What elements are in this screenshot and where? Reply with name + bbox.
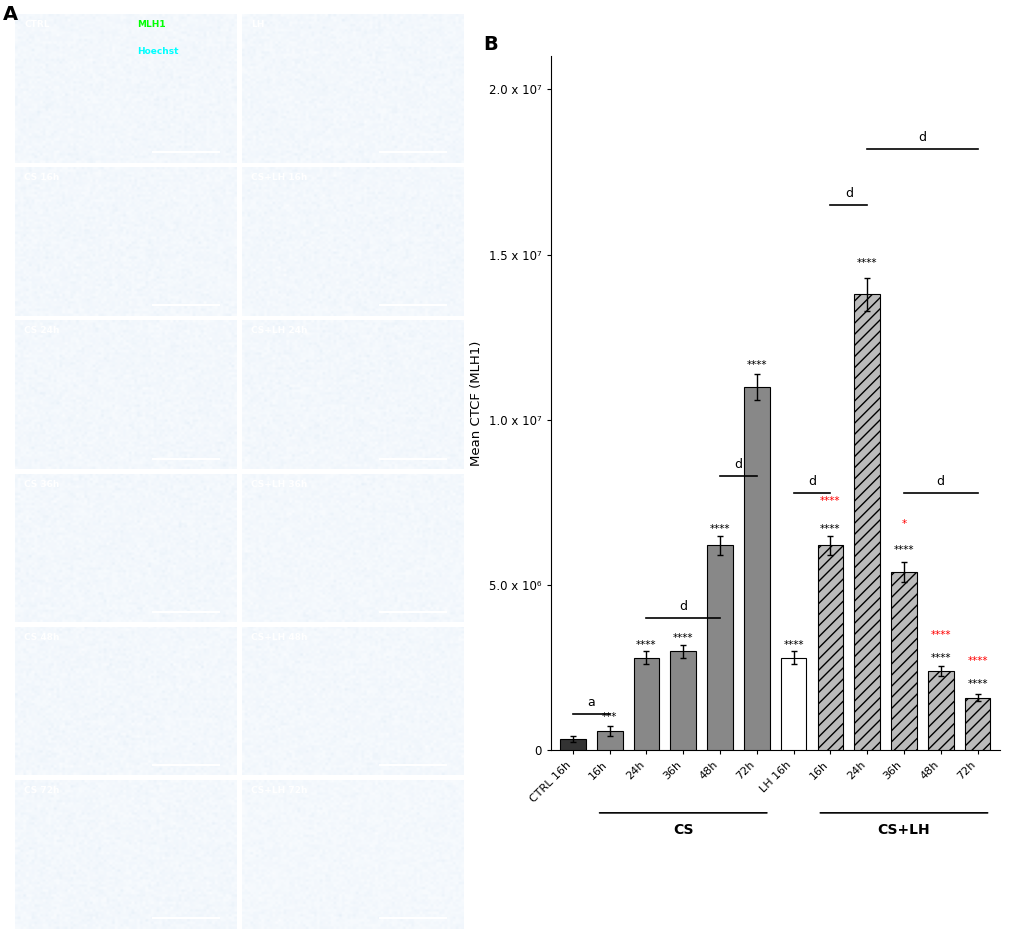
Bar [633, 658, 658, 750]
Text: d: d [734, 458, 742, 471]
Text: ****: **** [709, 524, 730, 534]
Text: ****: **** [893, 545, 913, 555]
Text: ****: **** [746, 360, 766, 371]
Text: ****: **** [929, 653, 950, 663]
Text: d: d [935, 475, 944, 488]
Text: ****: **** [636, 640, 656, 650]
Bar [964, 698, 989, 750]
Text: a: a [587, 696, 594, 709]
Text: CS+LH 16h: CS+LH 16h [251, 174, 307, 182]
Text: ****: **** [819, 524, 840, 534]
Text: CTRL: CTRL [24, 20, 50, 29]
Bar [559, 739, 585, 750]
Text: ****: **** [966, 679, 986, 689]
Text: d: d [844, 187, 852, 200]
Text: ****: **** [856, 258, 876, 268]
Bar [780, 658, 806, 750]
Bar [743, 386, 769, 750]
Text: ****: **** [673, 633, 693, 643]
Text: d: d [807, 475, 815, 488]
Text: CS 24h: CS 24h [24, 326, 60, 336]
Text: *: * [901, 519, 906, 529]
Bar [706, 546, 733, 750]
Text: Hoechst: Hoechst [138, 47, 178, 55]
Bar [669, 651, 695, 750]
Text: CS+LH 72h: CS+LH 72h [251, 786, 308, 795]
Text: ***: *** [601, 712, 616, 722]
Text: CS+LH 36h: CS+LH 36h [251, 479, 307, 489]
Bar [927, 671, 953, 750]
Text: MLH1: MLH1 [138, 20, 166, 29]
Text: CS+LH: CS+LH [876, 824, 929, 838]
Text: CS 72h: CS 72h [24, 786, 60, 795]
Text: ****: **** [966, 656, 986, 666]
Bar [816, 546, 843, 750]
Text: B: B [483, 36, 497, 54]
Text: CS+LH 24h: CS+LH 24h [251, 326, 308, 336]
Text: ****: **** [819, 496, 840, 506]
Y-axis label: Mean CTCF (MLH1): Mean CTCF (MLH1) [470, 340, 483, 466]
Text: A: A [3, 5, 18, 23]
Text: CS 36h: CS 36h [24, 479, 59, 489]
Text: ****: **** [929, 629, 950, 640]
Text: CS: CS [673, 824, 693, 838]
Text: CS 16h: CS 16h [24, 174, 59, 182]
Text: CS 48h: CS 48h [24, 633, 60, 642]
Text: d: d [679, 600, 687, 613]
Bar [891, 572, 916, 750]
Bar [854, 295, 879, 750]
Text: CS+LH 48h: CS+LH 48h [251, 633, 308, 642]
Text: LH: LH [251, 20, 264, 29]
Bar [596, 731, 622, 750]
Text: d: d [917, 131, 925, 144]
Text: ****: **** [783, 640, 803, 650]
